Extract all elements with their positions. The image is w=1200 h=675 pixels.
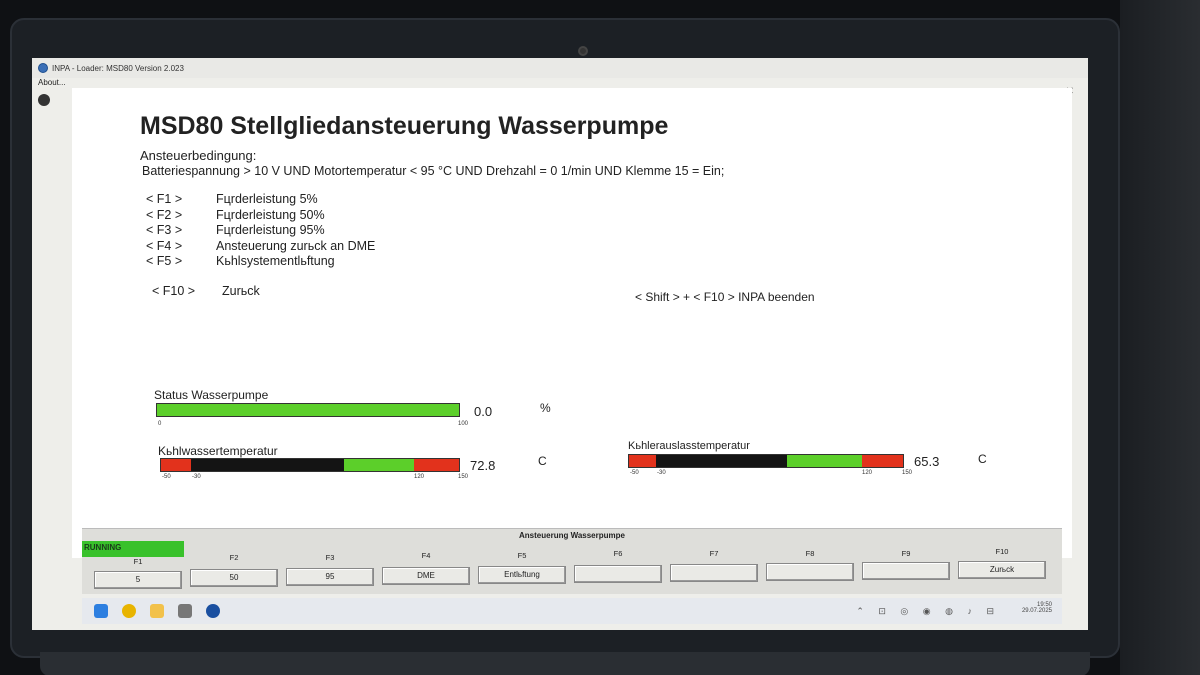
fkey-caption: F4 [421, 551, 431, 560]
windows-start-icon[interactable] [94, 604, 108, 618]
condition-label: Ansteuerbedingung: [140, 148, 257, 163]
main-panel: MSD80 Stellgliedansteuerung Wasserpumpe … [72, 88, 1072, 558]
fkey-row-f10: < F10 > Zurьck [152, 284, 260, 298]
f4-button[interactable]: DME [382, 567, 470, 585]
pump-gauge-bar [156, 403, 460, 417]
taskbar-clock[interactable]: 19:50 29.07.2025 [1022, 602, 1052, 614]
system-tray-icons[interactable]: ⌃ ⊡ ◎ ◉ ◍ ♪ ⊟ [856, 606, 1000, 616]
tick-label: 100 [458, 421, 469, 427]
fkey-label: Fцrderleistung 5% [216, 192, 318, 206]
tick-label: 120 [414, 474, 425, 480]
pump-unit: % [540, 401, 551, 415]
f7-button[interactable] [670, 564, 758, 582]
tick-label: -50 [630, 470, 639, 476]
fkey-key: < F4 > [146, 238, 183, 253]
coolant-gauge-label: Kьhlwassertemperatur [158, 444, 278, 458]
clock-date: 29.07.2025 [1021, 608, 1052, 614]
coolant-low-zone [161, 459, 191, 471]
fkey-caption: F6 [613, 549, 623, 558]
tick-label: -30 [657, 470, 666, 476]
fkey-caption: F8 [805, 549, 815, 558]
coolant-high-zone [414, 459, 459, 471]
radiator-unit: C [978, 452, 987, 466]
window-titlebar: INPA - Loader: MSD80 Version 2.023 [32, 58, 1088, 78]
fkey-key: < F2 > [146, 207, 183, 222]
background-car-interior [1120, 0, 1200, 675]
page-title: MSD80 Stellgliedansteuerung Wasserpumpe [140, 112, 669, 140]
radiator-normal-zone [786, 455, 862, 467]
function-bar: Ansteuerung Wasserpumpe RUNNING F1 F2 F3… [82, 528, 1062, 594]
running-status-badge: RUNNING [82, 541, 184, 557]
pump-value: 0.0 [474, 404, 493, 419]
tick-label: 120 [862, 470, 873, 476]
coolant-gauge-bar [160, 458, 460, 472]
fkey-caption: F10 [995, 547, 1009, 556]
fkey-key: < F10 > [152, 284, 196, 298]
fkey-row-f4: < F4 > Ansteuerung zurьck an DME [146, 239, 375, 255]
webcam [578, 46, 588, 56]
fkey-key: < F1 > [146, 192, 183, 206]
f9-button[interactable] [862, 562, 950, 580]
f8-button[interactable] [766, 563, 854, 581]
bmw-inpa-icon[interactable] [206, 604, 220, 618]
screen: INPA - Loader: MSD80 Version 2.023 – □ ✕… [32, 58, 1088, 630]
laptop-chin [40, 652, 1090, 675]
fkey-label: Kьhlsystementlьftung [216, 254, 335, 268]
coolant-level-fill [190, 459, 344, 471]
app-icon [38, 63, 48, 73]
window-title: INPA - Loader: MSD80 Version 2.023 [52, 63, 184, 73]
coolant-value: 72.8 [470, 458, 496, 473]
radiator-high-zone [861, 455, 903, 467]
fkey-caption: F1 [133, 557, 143, 566]
function-key-list: < F1 > Fцrderleistung 5% < F2 > Fцrderle… [146, 192, 375, 270]
f10-button[interactable]: Zurьck [958, 561, 1046, 579]
fkey-caption: F7 [709, 549, 719, 558]
radiator-gauge-label: Kьhlerauslasstemperatur [628, 440, 750, 452]
fkey-caption: F9 [901, 549, 911, 558]
f1-button[interactable]: 5 [94, 571, 182, 589]
f6-button[interactable] [574, 565, 662, 583]
file-explorer-icon[interactable] [150, 604, 164, 618]
fkey-caption: F3 [325, 553, 335, 562]
menu-about[interactable]: About... [38, 78, 66, 87]
calculator-icon[interactable] [178, 604, 192, 618]
fkey-caption: F5 [517, 551, 527, 560]
radiator-level-fill [656, 455, 787, 467]
coolant-unit: C [538, 454, 547, 468]
radiator-value: 65.3 [914, 454, 940, 469]
fkey-key: < F3 > [146, 223, 183, 237]
chrome-icon[interactable] [122, 604, 136, 618]
radiator-gauge-bar [628, 454, 904, 468]
clock-time: 19:50 [1036, 602, 1052, 608]
pump-gauge-fill [157, 404, 459, 416]
condition-text: Batteriespannung > 10 V UND Motortempera… [142, 164, 725, 178]
f5-button[interactable]: Entlьftung [478, 566, 566, 584]
f3-button[interactable]: 95 [286, 568, 374, 586]
coolant-normal-zone [343, 459, 415, 471]
tick-label: 150 [902, 470, 913, 476]
fkey-label: Fцrderleistung 50% [216, 207, 325, 222]
exit-hint: < Shift > + < F10 > INPA beenden [635, 290, 815, 304]
fkey-row-f2: < F2 > Fцrderleistung 50% [146, 208, 375, 224]
tick-label: -30 [192, 474, 201, 480]
fkey-row-f1: < F1 > Fцrderleistung 5% [146, 192, 375, 208]
pump-gauge-label: Status Wasserpumpe [154, 388, 269, 402]
fkey-key: < F5 > [146, 254, 183, 268]
fkey-label: Ansteuerung zurьck an DME [216, 238, 376, 253]
function-bar-title: Ansteuerung Wasserpumpe [519, 531, 625, 540]
fkey-caption: F2 [229, 553, 239, 562]
tick-label: -50 [162, 474, 171, 480]
fkey-row-f3: < F3 > Fцrderleistung 95% [146, 223, 375, 239]
tick-label: 150 [458, 474, 469, 480]
fkey-row-f5: < F5 > Kьhlsystementlьftung [146, 254, 375, 270]
f2-button[interactable]: 50 [190, 569, 278, 587]
fkey-label: Fцrderleistung 95% [216, 223, 325, 237]
radiator-low-zone [629, 455, 657, 467]
tick-label: 0 [158, 421, 162, 427]
fkey-label: Zurьck [222, 284, 260, 298]
windows-taskbar: ⌃ ⊡ ◎ ◉ ◍ ♪ ⊟ 19:50 29.07.2025 [82, 598, 1062, 624]
status-dot-icon [38, 94, 50, 106]
